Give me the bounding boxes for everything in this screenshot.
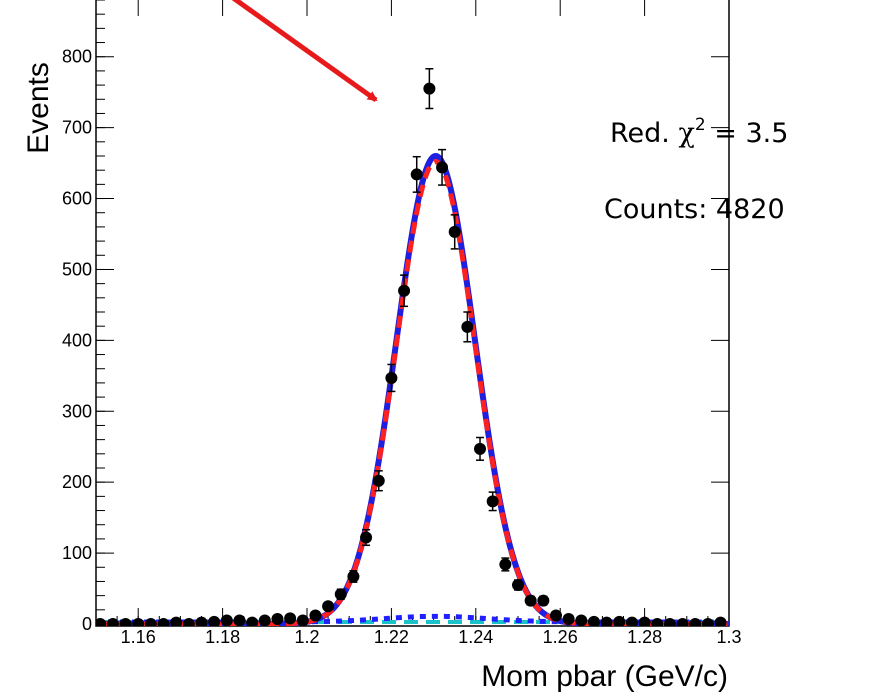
data-point [119,618,132,626]
data-point [372,474,385,487]
x-tick-label: 1.16 [121,627,156,647]
data-point [208,615,221,626]
y-tick-label: 600 [62,189,92,209]
data-point [170,616,183,626]
x-tick-label: 1.26 [543,627,578,647]
data-point [385,371,398,384]
y-tick-label: 500 [62,259,92,279]
data-point [499,558,512,571]
data-point [537,594,550,607]
data-point [512,579,524,591]
data-point [284,612,297,625]
signal-fit-series [96,159,729,626]
data-point [182,618,195,626]
counts-annotation: Counts: 4820 [604,194,785,225]
data-point [448,225,461,238]
data-point [638,616,651,626]
y-axis-title: Events [22,62,55,154]
data-point [575,614,588,626]
x-tick-label: 1.2 [294,627,319,647]
y-tick-label: 700 [62,118,92,138]
data-point [132,618,145,626]
data-point [676,618,689,626]
data-point [220,614,233,626]
data-point [334,588,347,601]
data-point [524,594,537,607]
data-point [461,320,474,333]
x-tick-label: 1.3 [716,627,741,647]
data-point [474,442,487,455]
data-point [144,618,157,626]
y-tick-label: 100 [62,543,92,563]
data-point [96,618,107,626]
data-points [96,68,727,626]
data-point [701,618,714,626]
data-point [410,168,423,181]
data-point [106,618,119,626]
x-tick-label: 1.22 [374,627,409,647]
y-tick-label: 800 [62,47,92,67]
x-tick-label: 1.28 [627,627,662,647]
data-point [549,609,562,622]
data-point [233,614,246,626]
chi-symbol: χ [678,118,694,149]
annotation-arrow [231,0,378,103]
data-point [663,618,676,626]
background-fit-series [96,613,729,625]
y-tick-label: 0 [82,614,92,634]
y-tick-labels: 0 100 200 300 400 500 600 700 800 [62,47,92,634]
data-point [613,615,626,626]
data-point [347,570,360,583]
data-point [271,613,284,626]
plot-frame [95,0,730,627]
data-point [714,616,727,626]
x-tick-labels: 1.16 1.18 1.2 1.22 1.24 1.26 1.28 1.3 [121,627,742,647]
data-point [689,618,702,626]
data-point [600,616,613,626]
y-tick-label: 200 [62,472,92,492]
data-point [157,618,170,626]
x-tick-label: 1.24 [458,627,493,647]
data-point [258,614,271,626]
data-point [195,616,208,626]
data-point [436,161,449,174]
x-tick-label: 1.18 [205,627,240,647]
chi-exponent: 2 [695,115,706,135]
data-point [360,531,373,544]
data-point [309,609,322,622]
y-tick-label: 300 [62,401,92,421]
axis-ticks [95,0,730,625]
data-point [322,600,335,613]
data-point [423,82,436,95]
data-point [562,613,575,626]
x-axis-title: Mom pbar (GeV/c) [481,660,728,693]
fit-curves [96,152,729,626]
data-point [398,284,411,297]
data-point [246,616,259,626]
data-point [651,618,664,626]
data-point [587,615,600,626]
data-point [625,616,638,626]
data-point [296,614,309,626]
data-point [486,495,499,508]
chi2-annotation: Red. χ2 = 3.5 [610,115,788,149]
y-tick-label: 400 [62,330,92,350]
